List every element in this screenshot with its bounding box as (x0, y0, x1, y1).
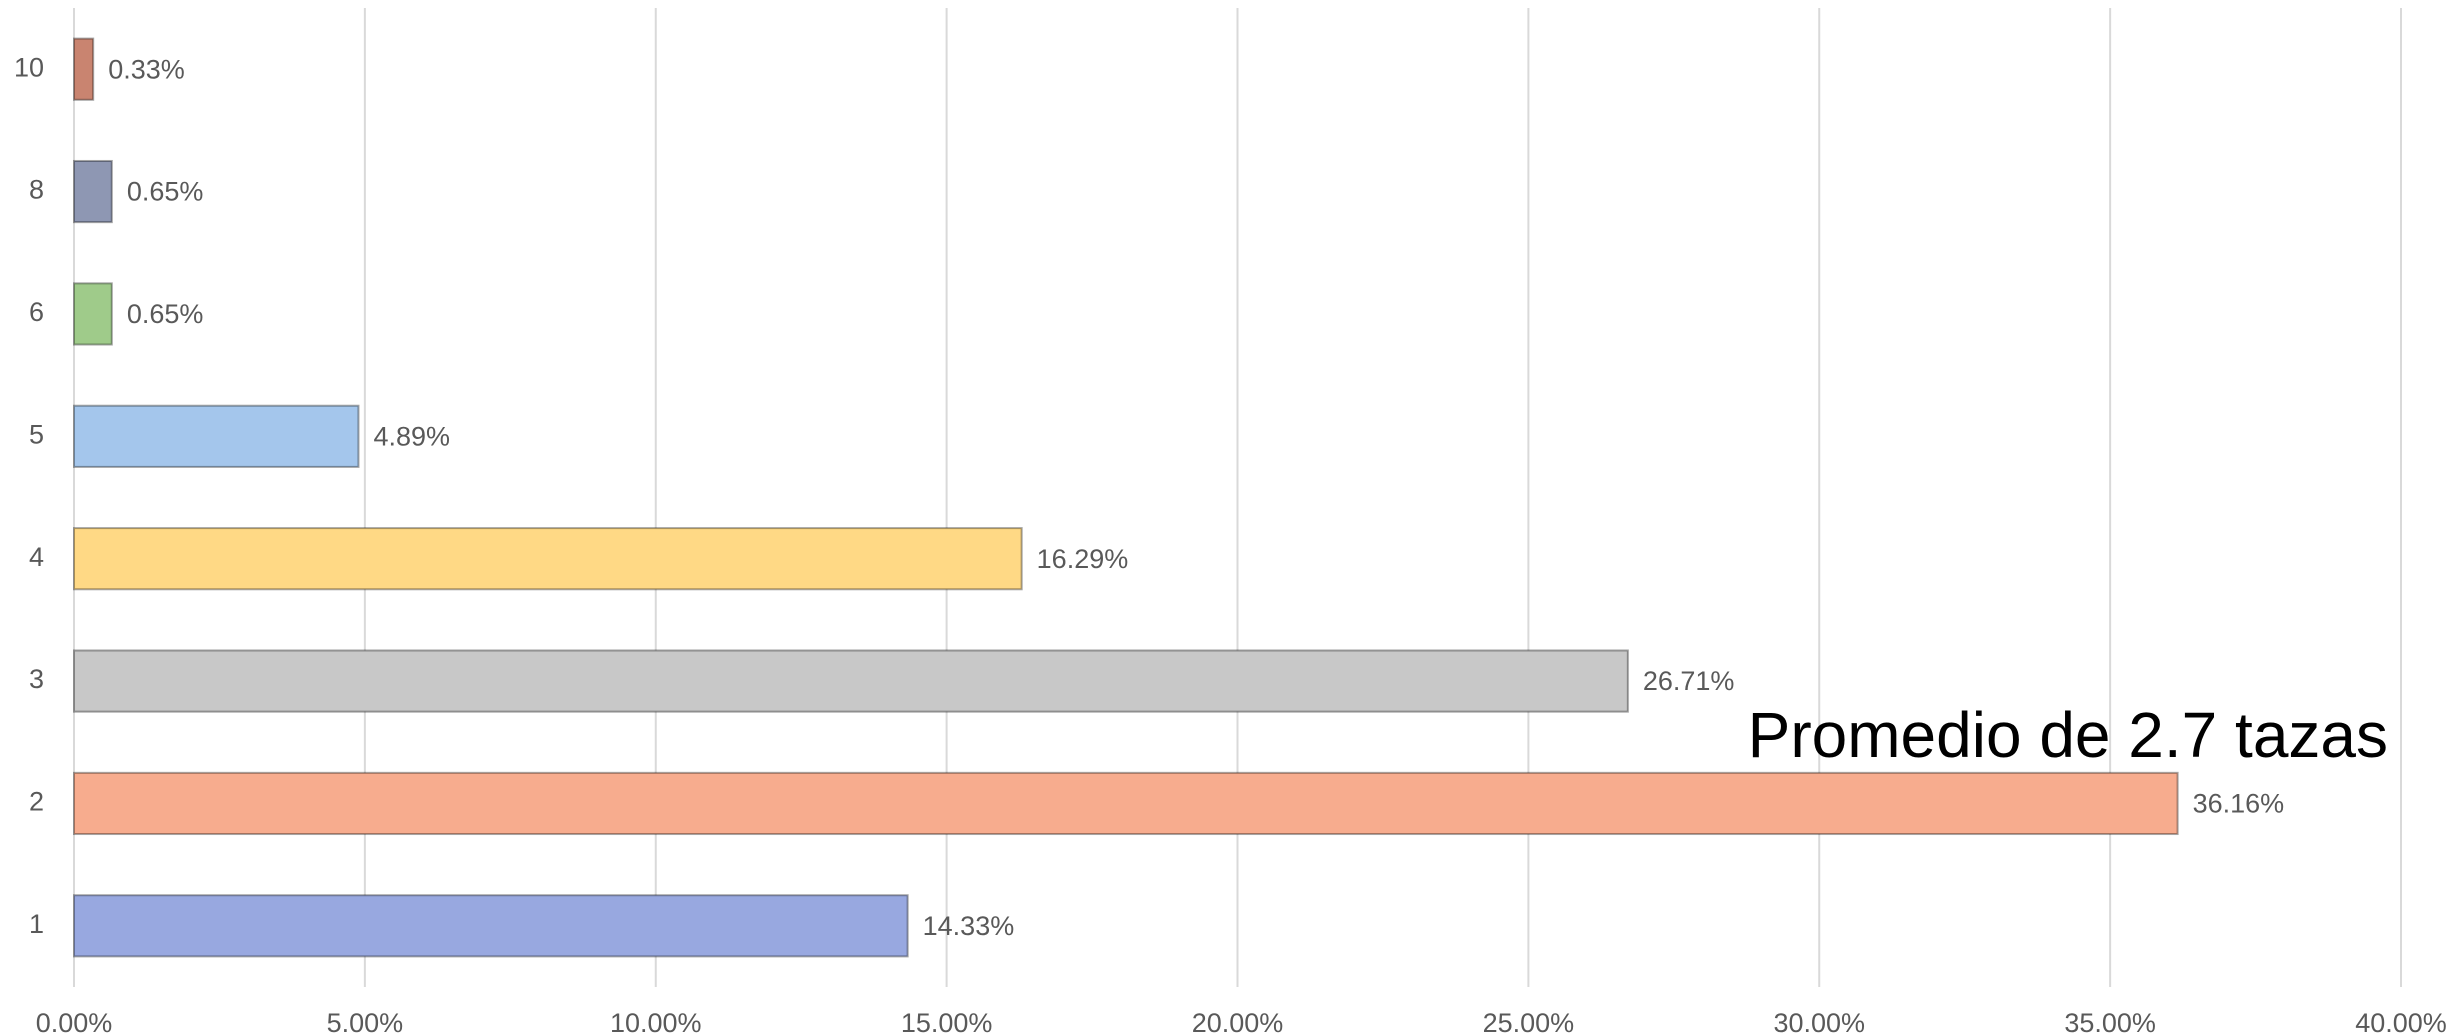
data-label: 0.65% (127, 299, 204, 329)
y-tick-label: 4 (29, 542, 44, 572)
x-tick-label: 5.00% (327, 1008, 404, 1036)
bar (73, 37, 95, 101)
x-tick-label: 0.00% (36, 1008, 113, 1036)
bar (73, 282, 113, 346)
x-tick-label: 15.00% (901, 1008, 993, 1036)
x-tick-label: 25.00% (1483, 1008, 1575, 1036)
data-label: 16.29% (1037, 544, 1129, 574)
y-tick-label: 6 (29, 297, 44, 327)
bar (73, 894, 909, 958)
x-tick-label: 30.00% (1773, 1008, 1865, 1036)
bar (73, 159, 113, 224)
bar (73, 771, 2179, 836)
bar (73, 527, 1023, 591)
x-tick-label: 20.00% (1192, 1008, 1284, 1036)
data-label: 26.71% (1643, 666, 1735, 696)
bar (73, 404, 360, 468)
y-tick-label: 8 (29, 175, 44, 205)
y-tick-label: 10 (14, 52, 44, 82)
x-tick-label: 35.00% (2064, 1008, 2156, 1036)
annotation: Promedio de 2.7 tazas (1748, 699, 2388, 771)
y-tick-label: 5 (29, 419, 44, 449)
data-label: 36.16% (2193, 789, 2285, 819)
bar (73, 649, 1629, 713)
x-tick-label: 10.00% (610, 1008, 702, 1036)
y-tick-label: 2 (29, 787, 44, 817)
data-label: 4.89% (373, 421, 450, 451)
data-label: 0.33% (108, 54, 185, 84)
y-tick-label: 1 (29, 909, 44, 939)
data-label: 14.33% (923, 911, 1015, 941)
data-label: 0.65% (127, 177, 204, 207)
y-tick-label: 3 (29, 664, 44, 694)
x-tick-label: 40.00% (2355, 1008, 2447, 1036)
